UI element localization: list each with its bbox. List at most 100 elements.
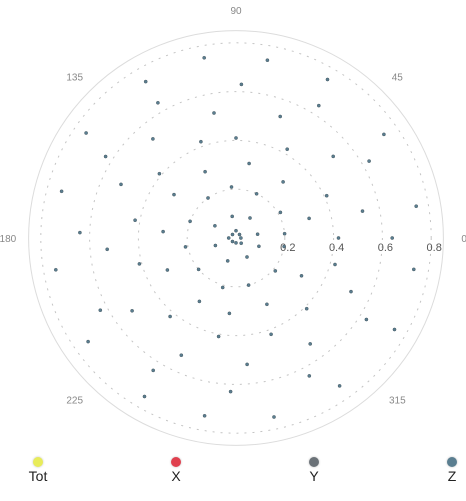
- data-point: [360, 209, 365, 213]
- data-points: [54, 56, 419, 419]
- data-point: [316, 103, 321, 108]
- legend-item-z[interactable]: Z: [432, 447, 466, 501]
- data-point: [411, 267, 416, 272]
- data-point: [156, 101, 160, 105]
- radial-tick-label: 0.6: [378, 242, 393, 254]
- legend-swatch: [447, 457, 457, 467]
- data-point: [151, 137, 155, 141]
- data-point: [265, 302, 269, 307]
- data-point: [103, 154, 108, 159]
- data-point: [206, 196, 210, 200]
- data-point: [172, 192, 176, 197]
- data-point: [157, 171, 162, 176]
- data-point: [212, 111, 216, 115]
- legend-item-x[interactable]: X: [156, 447, 196, 501]
- axis-labels: 0.20.40.60.804590135180225270315: [0, 6, 466, 406]
- data-point: [257, 244, 261, 249]
- data-point: [364, 317, 369, 322]
- data-point: [203, 169, 207, 174]
- data-point: [213, 243, 218, 248]
- angle-tick-label: 0: [461, 234, 466, 245]
- data-point: [349, 289, 353, 294]
- data-point: [382, 132, 386, 137]
- angle-tick-label: 135: [66, 73, 83, 84]
- data-point: [239, 236, 243, 240]
- data-point: [278, 114, 283, 119]
- data-point: [308, 342, 313, 346]
- data-point: [199, 139, 203, 144]
- outer-ring: [28, 30, 444, 446]
- data-point: [245, 255, 249, 259]
- legend-swatch: [33, 457, 43, 467]
- data-point: [278, 210, 283, 215]
- data-point: [137, 262, 142, 266]
- data-point: [248, 216, 252, 220]
- data-point: [197, 299, 202, 304]
- data-point: [142, 394, 147, 399]
- data-point: [230, 214, 234, 219]
- legend-label: X: [171, 468, 181, 484]
- legend-swatch: [171, 457, 181, 467]
- data-point: [299, 273, 304, 278]
- data-point: [282, 244, 286, 249]
- radial-ring-0: [186, 188, 286, 288]
- legend-label: Y: [309, 468, 319, 484]
- data-point: [255, 232, 260, 236]
- angle-tick-label: 180: [0, 234, 17, 245]
- data-point: [273, 269, 278, 273]
- data-point: [143, 79, 148, 84]
- data-point: [336, 236, 341, 240]
- data-point: [265, 58, 270, 63]
- data-point: [196, 267, 201, 272]
- data-point: [269, 332, 273, 337]
- data-point: [84, 131, 88, 135]
- legend-swatch: [309, 457, 319, 467]
- data-point: [228, 389, 233, 394]
- data-point: [239, 82, 244, 87]
- data-point: [216, 334, 221, 339]
- angle-tick-label: 45: [392, 73, 404, 84]
- data-point: [183, 245, 188, 249]
- data-point: [213, 223, 217, 228]
- data-point: [237, 232, 242, 237]
- legend-label: Tot: [28, 468, 48, 484]
- data-point: [307, 216, 311, 221]
- data-point: [333, 262, 337, 267]
- data-point: [304, 306, 309, 311]
- data-point: [220, 285, 225, 290]
- angle-tick-label: 225: [66, 395, 83, 406]
- legend-item-tot[interactable]: Tot: [18, 447, 58, 501]
- data-point: [225, 259, 230, 263]
- data-point: [392, 327, 397, 332]
- data-point: [105, 247, 109, 252]
- data-point: [230, 232, 235, 237]
- grid: [28, 30, 444, 446]
- data-point: [78, 230, 82, 235]
- polar-plot-area: 0.20.40.60.804590135180225270315: [0, 6, 466, 446]
- data-point: [226, 236, 231, 240]
- data-point: [230, 239, 235, 244]
- data-point: [151, 368, 155, 373]
- data-point: [229, 185, 234, 189]
- data-point: [331, 154, 336, 159]
- data-point: [245, 362, 249, 367]
- data-point: [130, 308, 134, 313]
- data-point: [282, 231, 287, 236]
- radial-tick-label: 0.8: [427, 242, 442, 254]
- data-point: [59, 189, 64, 194]
- data-point: [119, 182, 123, 187]
- radial-ring-1: [137, 139, 335, 337]
- data-point: [281, 180, 285, 184]
- data-point: [179, 353, 184, 358]
- data-point: [239, 241, 243, 245]
- data-point: [337, 384, 342, 388]
- data-point: [202, 413, 207, 418]
- data-point: [133, 218, 137, 222]
- data-point: [307, 374, 312, 378]
- legend-item-y[interactable]: Y: [294, 447, 334, 501]
- data-point: [325, 77, 330, 82]
- legend-label: Z: [447, 468, 457, 484]
- data-point: [165, 268, 170, 272]
- radial-tick-label: 0.2: [280, 242, 295, 254]
